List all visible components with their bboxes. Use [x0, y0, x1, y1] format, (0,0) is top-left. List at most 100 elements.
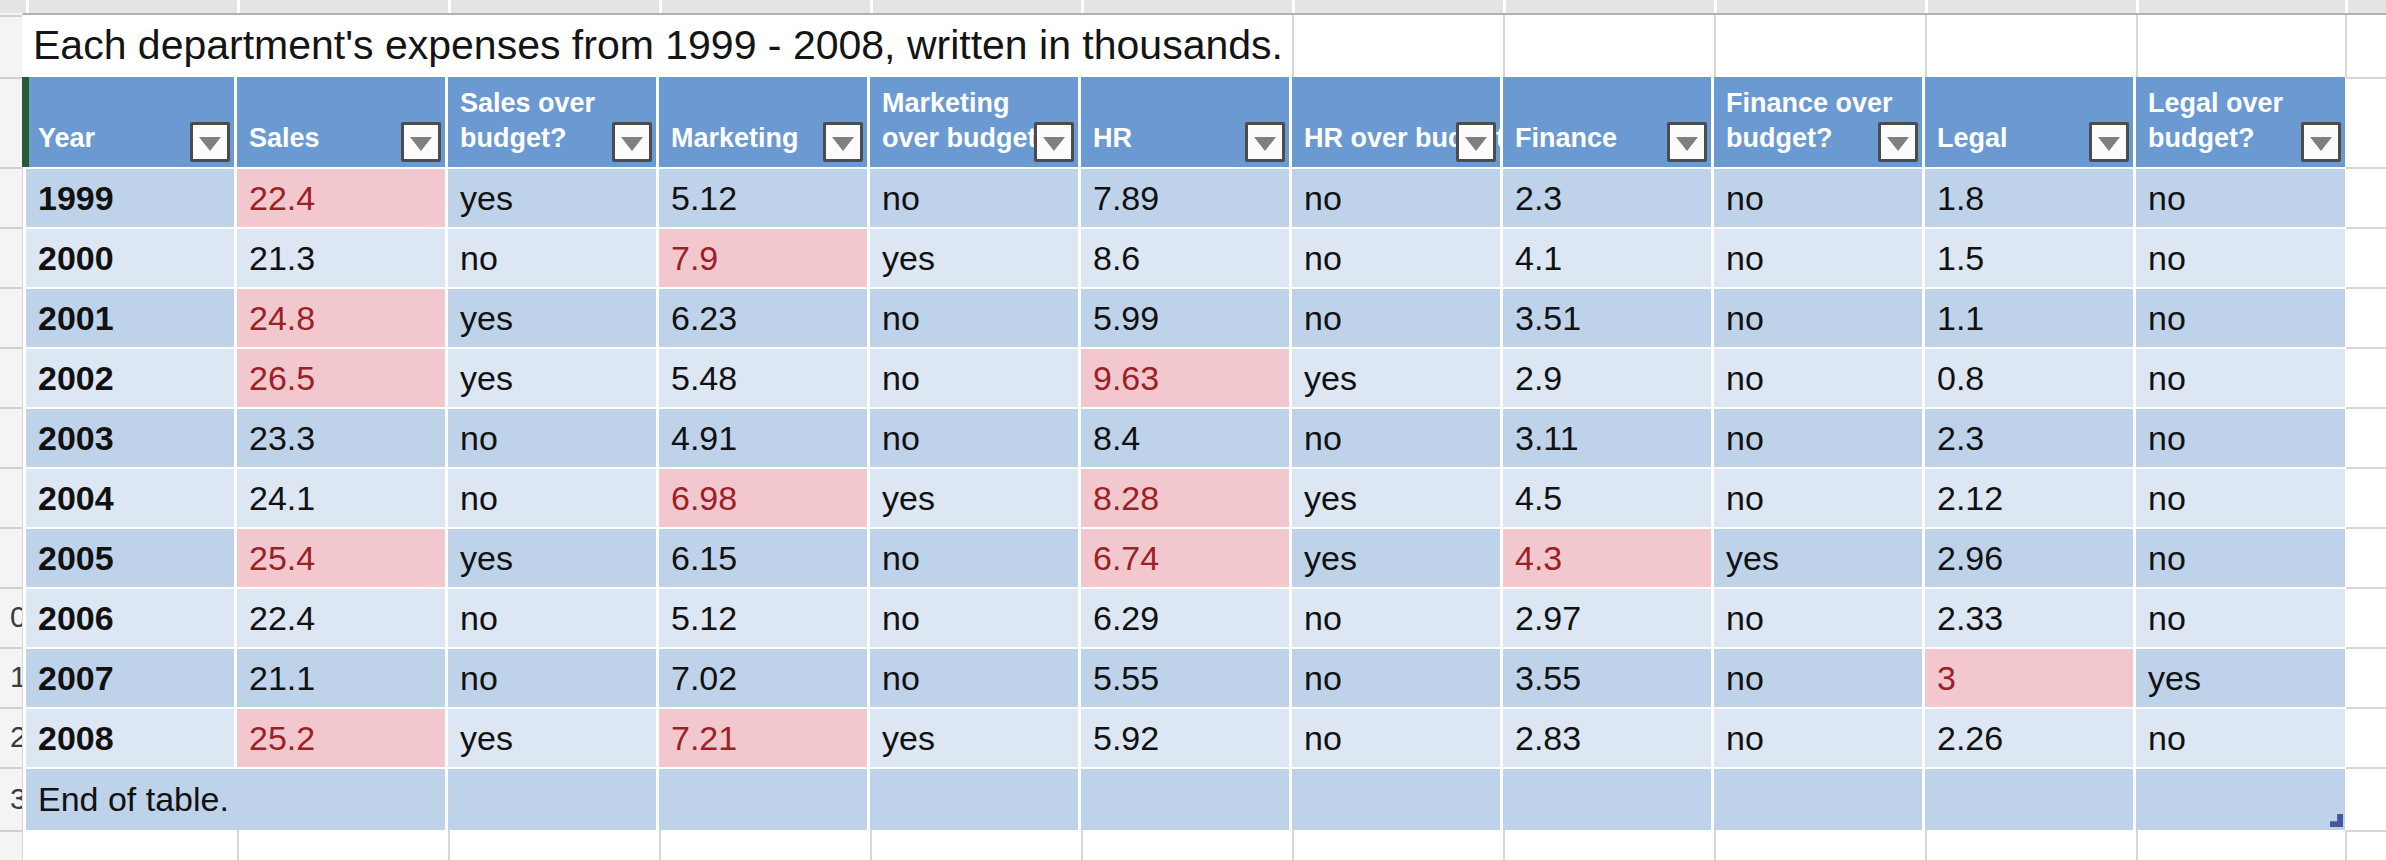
data-cell[interactable]: yes [1292, 467, 1503, 527]
year-cell[interactable]: 2006 [26, 587, 237, 647]
footer-cell[interactable] [2136, 767, 2345, 830]
data-cell[interactable]: 21.1 [237, 647, 448, 707]
data-cell[interactable]: 5.99 [1081, 287, 1292, 347]
footer-cell[interactable] [1925, 767, 2136, 830]
filter-button[interactable] [1034, 122, 1074, 162]
column-header-year[interactable]: Year [26, 77, 237, 167]
data-cell[interactable]: 4.1 [1503, 227, 1714, 287]
data-cell[interactable]: 9.63 [1081, 347, 1292, 407]
data-cell[interactable]: no [2136, 227, 2345, 287]
data-cell[interactable]: 1.1 [1925, 287, 2136, 347]
data-cell[interactable]: no [870, 287, 1081, 347]
data-cell[interactable]: 6.15 [659, 527, 870, 587]
year-cell[interactable]: 2005 [26, 527, 237, 587]
data-cell[interactable]: 21.3 [237, 227, 448, 287]
data-cell[interactable]: 5.92 [1081, 707, 1292, 767]
data-cell[interactable]: no [1292, 407, 1503, 467]
data-cell[interactable]: no [1714, 347, 1925, 407]
data-cell[interactable]: no [448, 227, 659, 287]
data-cell[interactable]: 23.3 [237, 407, 448, 467]
data-cell[interactable]: 8.6 [1081, 227, 1292, 287]
title-cell[interactable]: Each department's expenses from 1999 - 2… [22, 15, 2386, 77]
year-cell[interactable]: 1999 [26, 167, 237, 227]
data-cell[interactable]: no [1292, 707, 1503, 767]
data-cell[interactable]: 2.9 [1503, 347, 1714, 407]
data-cell[interactable]: no [2136, 347, 2345, 407]
data-cell[interactable]: no [2136, 407, 2345, 467]
data-cell[interactable]: yes [448, 527, 659, 587]
column-header-finance[interactable]: Finance [1503, 77, 1714, 167]
footer-cell[interactable] [1292, 767, 1503, 830]
data-cell[interactable]: 5.48 [659, 347, 870, 407]
data-cell[interactable]: 2.33 [1925, 587, 2136, 647]
data-cell[interactable]: no [448, 587, 659, 647]
data-cell[interactable]: yes [1292, 527, 1503, 587]
data-cell[interactable]: no [1714, 467, 1925, 527]
filter-button[interactable] [1245, 122, 1285, 162]
filter-button[interactable] [1878, 122, 1918, 162]
data-cell[interactable]: no [1292, 587, 1503, 647]
data-cell[interactable]: 7.9 [659, 227, 870, 287]
data-cell[interactable]: no [870, 347, 1081, 407]
data-cell[interactable]: 2.3 [1925, 407, 2136, 467]
data-cell[interactable]: no [1714, 647, 1925, 707]
data-cell[interactable]: 1.8 [1925, 167, 2136, 227]
column-header-sales-over-budget[interactable]: Sales over budget? [448, 77, 659, 167]
column-header-sales[interactable]: Sales [237, 77, 448, 167]
data-cell[interactable]: no [870, 167, 1081, 227]
data-cell[interactable]: 8.28 [1081, 467, 1292, 527]
filter-button[interactable] [401, 122, 441, 162]
data-cell[interactable]: 2.96 [1925, 527, 2136, 587]
column-header-hr-over-budget[interactable]: HR over budget? [1292, 77, 1503, 167]
filter-button[interactable] [2301, 122, 2341, 162]
data-cell[interactable]: 0.8 [1925, 347, 2136, 407]
data-cell[interactable]: no [448, 647, 659, 707]
footer-cell[interactable] [870, 767, 1081, 830]
data-cell[interactable]: 6.98 [659, 467, 870, 527]
filter-button[interactable] [612, 122, 652, 162]
data-cell[interactable]: yes [870, 707, 1081, 767]
data-cell[interactable]: 25.4 [237, 527, 448, 587]
data-cell[interactable]: no [1714, 707, 1925, 767]
filter-button[interactable] [1667, 122, 1707, 162]
data-cell[interactable]: 5.12 [659, 587, 870, 647]
filter-button[interactable] [2089, 122, 2129, 162]
data-cell[interactable]: no [1292, 287, 1503, 347]
column-header-finance-over-budget[interactable]: Finance over budget? [1714, 77, 1925, 167]
data-cell[interactable]: 2.26 [1925, 707, 2136, 767]
column-header-legal-over-budget[interactable]: Legal over budget? [2136, 77, 2345, 167]
data-cell[interactable]: 22.4 [237, 167, 448, 227]
data-cell[interactable]: no [1714, 287, 1925, 347]
column-header-marketing-over-budget[interactable]: Marketing over budget? [870, 77, 1081, 167]
data-cell[interactable]: 7.02 [659, 647, 870, 707]
footer-cell[interactable] [1503, 767, 1714, 830]
data-cell[interactable]: 3.51 [1503, 287, 1714, 347]
data-cell[interactable]: no [1714, 167, 1925, 227]
data-cell[interactable]: yes [870, 227, 1081, 287]
data-cell[interactable]: 24.8 [237, 287, 448, 347]
column-header-marketing[interactable]: Marketing [659, 77, 870, 167]
data-cell[interactable]: 4.5 [1503, 467, 1714, 527]
data-cell[interactable]: no [2136, 467, 2345, 527]
data-cell[interactable]: 8.4 [1081, 407, 1292, 467]
filter-button[interactable] [190, 122, 230, 162]
data-cell[interactable]: yes [448, 707, 659, 767]
data-cell[interactable]: 4.3 [1503, 527, 1714, 587]
year-cell[interactable]: 2004 [26, 467, 237, 527]
year-cell[interactable]: 2000 [26, 227, 237, 287]
data-cell[interactable]: 7.89 [1081, 167, 1292, 227]
data-cell[interactable]: no [2136, 707, 2345, 767]
data-cell[interactable]: 25.2 [237, 707, 448, 767]
data-cell[interactable]: 5.55 [1081, 647, 1292, 707]
data-cell[interactable]: no [448, 407, 659, 467]
data-cell[interactable]: no [1292, 227, 1503, 287]
data-cell[interactable]: no [1292, 647, 1503, 707]
data-cell[interactable]: 26.5 [237, 347, 448, 407]
filter-button[interactable] [823, 122, 863, 162]
data-cell[interactable]: no [1714, 587, 1925, 647]
data-cell[interactable]: 24.1 [237, 467, 448, 527]
data-cell[interactable]: no [1714, 227, 1925, 287]
data-cell[interactable]: 2.83 [1503, 707, 1714, 767]
data-cell[interactable]: 7.21 [659, 707, 870, 767]
data-cell[interactable]: no [870, 527, 1081, 587]
